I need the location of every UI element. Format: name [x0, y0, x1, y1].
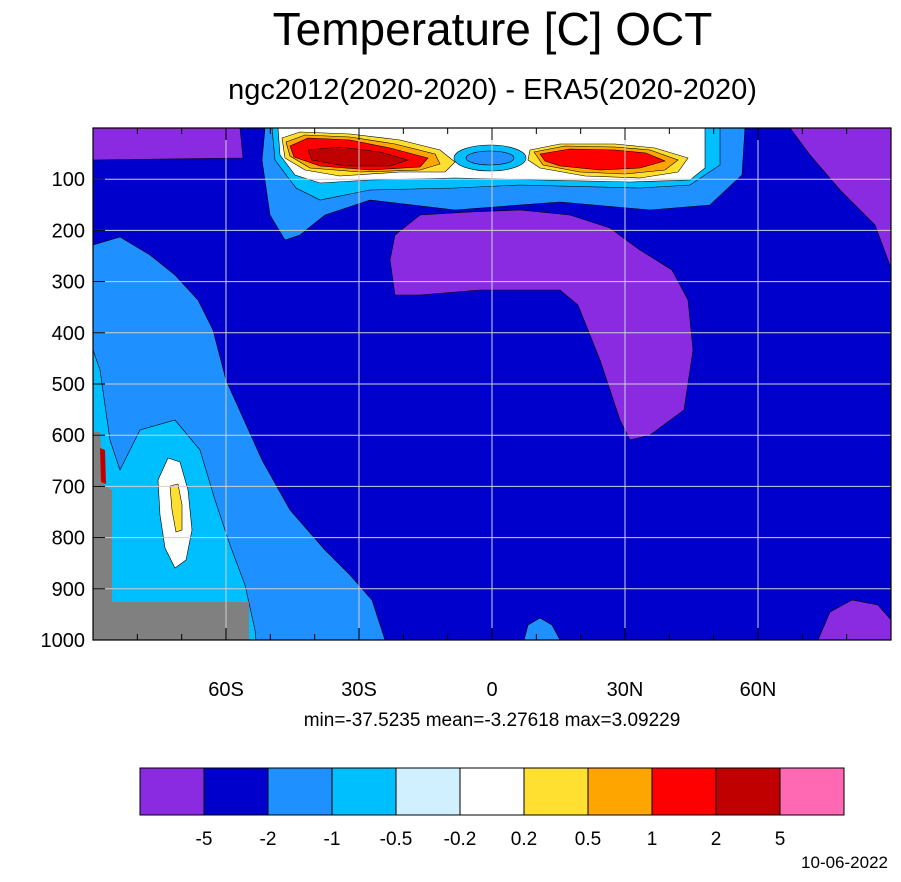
x-tick-label: 60N [740, 679, 777, 701]
colorbar-swatch [459, 767, 525, 816]
y-tick-label: 500 [52, 374, 85, 396]
y-tick-label: 300 [52, 272, 85, 294]
colorbar-swatch [331, 767, 397, 816]
y-tick-label: 100 [52, 169, 85, 191]
colorbar-label: 2 [711, 829, 722, 850]
x-tick-label: 60S [208, 679, 244, 701]
colorbar-swatch [395, 767, 461, 816]
colorbar-label: -1 [324, 829, 341, 850]
y-tick-label: 1000 [41, 630, 86, 652]
chart-title: Temperature [C] OCT [272, 3, 713, 55]
colorbar-label: -0.2 [444, 829, 477, 850]
date-stamp: 10-06-2022 [801, 853, 888, 872]
colorbar-swatch [139, 767, 205, 816]
colorbar-label: 0.2 [511, 829, 537, 850]
contour-region-surface-blue [523, 617, 561, 640]
contour-region-surface-darkred [100, 448, 106, 484]
contour-region-lower-purple-ne [817, 599, 891, 640]
colorbar-label: 1 [647, 829, 658, 850]
colorbar-label: 0.5 [575, 829, 601, 850]
y-tick-label: 400 [52, 323, 85, 345]
contour-region-equator-blue [465, 150, 515, 166]
contour-region-upper-red-n [539, 148, 666, 171]
colorbar-swatch [523, 767, 589, 816]
y-tick-label: 200 [52, 220, 85, 242]
y-tick-label: 900 [52, 579, 85, 601]
contour-region-south-yellow-blob [169, 483, 183, 533]
x-tick-label: 0 [486, 679, 497, 701]
colorbar-swatch [779, 767, 845, 816]
colorbar-swatch [651, 767, 717, 816]
chart-subtitle: ngc2012(2020-2020) - ERA5(2020-2020) [228, 74, 757, 106]
y-tick-label: 800 [52, 528, 85, 550]
contour-region-central-purple [389, 209, 694, 441]
missing-data-mask [93, 432, 249, 640]
x-tick-label: 30S [341, 679, 377, 701]
colorbar-label: -0.5 [380, 829, 413, 850]
x-tick-label: 30N [607, 679, 644, 701]
y-tick-label: 700 [52, 476, 85, 498]
colorbar-label: -5 [196, 829, 213, 850]
stats-line: min=-37.5235 mean=-3.27618 max=3.09229 [303, 710, 681, 731]
colorbar-swatch [587, 767, 653, 816]
colorbar-swatch [267, 767, 333, 816]
colorbar-swatch [203, 767, 269, 816]
colorbar-label: -2 [260, 829, 277, 850]
contour-region-upper-purple-sw [93, 128, 244, 161]
colorbar-label: 5 [775, 829, 786, 850]
colorbar-swatch [715, 767, 781, 816]
y-tick-label: 600 [52, 425, 85, 447]
contour-region-upper-darkred-s [307, 146, 410, 167]
contour-region-upper-purple-ne [789, 128, 891, 269]
